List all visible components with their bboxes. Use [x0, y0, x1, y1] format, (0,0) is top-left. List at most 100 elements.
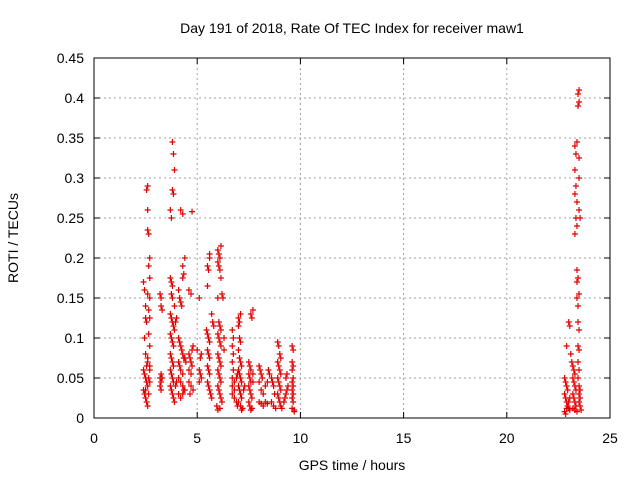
data-point — [179, 275, 186, 281]
data-point — [562, 379, 569, 385]
data-point — [572, 151, 579, 157]
data-point — [575, 319, 582, 325]
data-point — [181, 255, 188, 261]
data-point — [573, 139, 580, 145]
data-point — [237, 339, 244, 345]
data-point — [158, 303, 165, 309]
data-point — [172, 319, 179, 325]
data-point — [291, 408, 298, 415]
data-point — [145, 391, 152, 397]
data-point — [167, 383, 174, 389]
data-point — [168, 335, 175, 341]
x-axis-label: GPS time / hours — [299, 457, 406, 473]
data-point — [214, 351, 221, 357]
data-point — [177, 343, 184, 349]
data-point — [179, 211, 186, 217]
data-point — [571, 143, 578, 149]
data-point — [235, 367, 242, 373]
data-point — [262, 383, 269, 389]
data-point — [144, 291, 151, 297]
data-point — [576, 391, 583, 397]
data-point — [169, 283, 176, 289]
data-point — [194, 347, 201, 353]
data-point — [140, 279, 147, 285]
data-point — [571, 231, 578, 237]
data-point — [175, 287, 182, 293]
data-point — [185, 367, 192, 373]
data-point — [143, 319, 150, 325]
data-point — [180, 271, 187, 277]
data-point — [563, 343, 570, 349]
x-tick-label: 15 — [396, 430, 412, 446]
data-point — [208, 311, 215, 317]
data-point — [237, 311, 244, 317]
data-point — [573, 279, 580, 285]
x-tick-label: 5 — [193, 430, 201, 446]
x-tick-label: 10 — [293, 430, 309, 446]
x-axis: 0 5 10 15 20 25 — [90, 58, 618, 446]
data-point — [281, 395, 288, 401]
data-point — [576, 327, 583, 333]
data-point — [274, 339, 281, 345]
data-point — [237, 375, 244, 381]
data-point — [268, 399, 275, 405]
data-point — [214, 383, 221, 389]
data-point — [283, 387, 290, 393]
data-point — [290, 399, 297, 405]
data-point — [196, 367, 203, 373]
data-point — [289, 343, 296, 349]
data-point — [189, 347, 196, 353]
data-point — [158, 371, 165, 377]
data-point — [275, 363, 282, 369]
data-point — [573, 295, 580, 301]
data-point — [563, 383, 570, 389]
data-point — [237, 391, 244, 397]
data-point — [179, 371, 186, 377]
data-point — [290, 363, 297, 369]
data-point — [145, 331, 152, 337]
data-point — [276, 351, 283, 357]
data-point — [208, 395, 215, 401]
data-point — [169, 139, 176, 145]
data-point — [280, 399, 287, 405]
data-point — [181, 355, 188, 361]
data-point — [172, 383, 179, 389]
data-point — [189, 363, 196, 369]
data-point — [215, 251, 222, 257]
data-point — [144, 359, 151, 365]
data-point — [575, 375, 582, 381]
data-point — [568, 359, 575, 365]
data-point — [144, 183, 151, 189]
data-point — [277, 387, 284, 393]
y-tick-label: 0.4 — [65, 90, 85, 106]
data-point — [247, 311, 254, 317]
data-point — [276, 367, 283, 373]
data-point — [216, 267, 223, 273]
data-point — [249, 379, 256, 385]
data-point — [578, 407, 585, 413]
data-point — [159, 307, 166, 313]
data-point — [142, 395, 149, 401]
data-point — [142, 303, 149, 309]
data-point — [246, 363, 253, 369]
data-point — [259, 375, 266, 381]
data-point — [248, 315, 255, 321]
data-point — [572, 183, 579, 189]
data-point — [245, 359, 252, 365]
data-point — [141, 287, 148, 293]
data-point — [215, 335, 222, 341]
data-point — [238, 395, 245, 401]
data-point — [210, 323, 217, 329]
data-point — [204, 263, 211, 269]
data-point — [170, 323, 177, 329]
data-point — [229, 343, 236, 349]
data-point — [235, 383, 242, 389]
data-point — [257, 367, 264, 373]
data-point — [289, 379, 296, 385]
data-point — [197, 355, 204, 361]
data-point — [168, 215, 175, 221]
data-point — [185, 379, 192, 385]
data-point — [170, 343, 177, 349]
data-point — [563, 405, 570, 412]
data-point — [248, 395, 255, 401]
